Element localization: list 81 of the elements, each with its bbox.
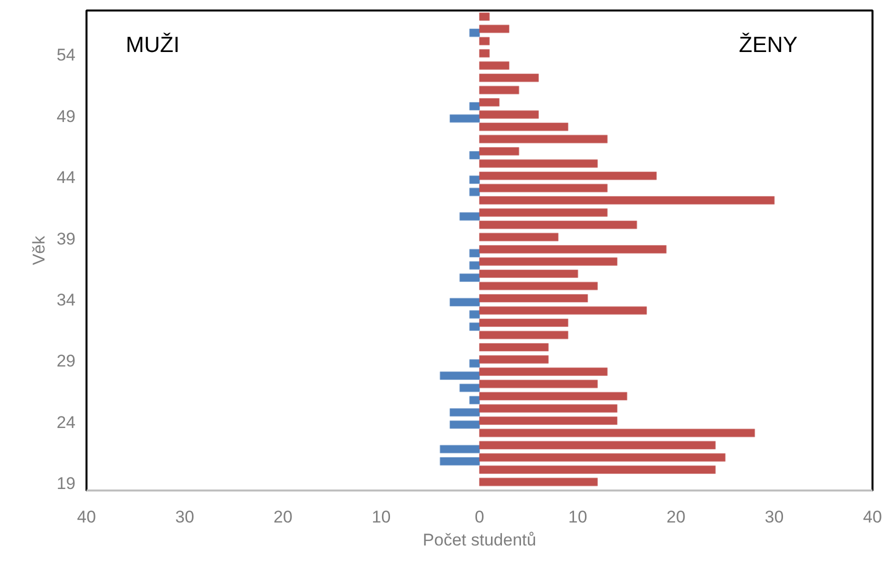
bar — [479, 465, 716, 474]
bar — [479, 257, 618, 266]
bar — [479, 147, 520, 156]
bar — [469, 150, 480, 160]
x-tick-label: 40 — [863, 508, 882, 526]
bar — [479, 232, 559, 242]
y-tick-label: 39 — [56, 229, 76, 248]
bar — [479, 49, 490, 58]
y-tick-label: 54 — [56, 46, 76, 65]
bar — [479, 98, 500, 107]
bar — [479, 220, 638, 230]
bar — [450, 408, 480, 417]
bar — [469, 310, 480, 319]
bar — [479, 367, 608, 376]
bar — [479, 342, 549, 352]
x-tick-label: 10 — [372, 508, 391, 526]
bar — [479, 453, 726, 462]
bar — [479, 392, 628, 401]
bar — [469, 28, 480, 38]
x-tick-label: 0 — [474, 508, 484, 526]
bar — [479, 36, 490, 46]
bar — [459, 273, 480, 282]
bar — [459, 212, 480, 221]
bar — [479, 355, 549, 364]
x-axis-title: Počet studentů — [422, 530, 536, 550]
bar — [479, 208, 608, 217]
bar — [469, 188, 480, 196]
bar — [469, 261, 480, 270]
bar — [469, 102, 480, 111]
bar — [450, 298, 480, 306]
x-tick-label: 30 — [175, 508, 194, 526]
bar — [479, 269, 578, 278]
bar — [440, 457, 480, 466]
bar — [479, 428, 756, 438]
bar — [459, 384, 480, 392]
bar — [479, 244, 667, 254]
bar — [479, 74, 539, 82]
bar — [479, 330, 568, 340]
bar — [469, 322, 480, 331]
bar — [479, 134, 608, 144]
bar — [479, 380, 598, 388]
bar — [479, 61, 510, 70]
x-tick-label: 10 — [568, 508, 588, 526]
y-tick-label: 34 — [56, 290, 76, 310]
bar — [479, 172, 657, 180]
bar — [479, 110, 539, 119]
bar — [479, 196, 775, 205]
bar — [479, 440, 716, 450]
bar — [479, 416, 618, 425]
bar — [450, 114, 480, 123]
bar — [479, 12, 490, 21]
bar — [479, 159, 598, 168]
bar — [479, 306, 648, 315]
x-tick-label: 20 — [666, 508, 686, 526]
x-tick-label: 30 — [764, 508, 784, 526]
annotation: ŽENY — [738, 32, 798, 58]
bar — [479, 318, 568, 328]
bar — [479, 24, 510, 34]
y-tick-label: 24 — [56, 412, 76, 432]
y-axis-title: Věk — [30, 235, 49, 266]
y-tick-label: 49 — [56, 106, 76, 126]
bar — [440, 444, 480, 454]
bar — [469, 175, 480, 184]
bar — [469, 248, 480, 258]
bar — [479, 86, 520, 94]
bar — [479, 184, 608, 192]
x-tick-label: 20 — [274, 508, 292, 526]
y-tick-label: 44 — [56, 168, 76, 188]
bar — [479, 404, 618, 413]
bar — [479, 294, 588, 303]
annotation: MUŽI — [126, 32, 180, 58]
bar — [469, 359, 480, 368]
bar — [469, 396, 480, 404]
bar — [479, 478, 598, 486]
bar — [479, 122, 568, 132]
bar — [479, 282, 598, 290]
y-tick-label: 19 — [56, 474, 76, 494]
y-tick-label: 29 — [56, 352, 76, 371]
bar — [440, 371, 480, 380]
bar — [450, 420, 480, 429]
x-tick-label: 40 — [77, 508, 96, 526]
